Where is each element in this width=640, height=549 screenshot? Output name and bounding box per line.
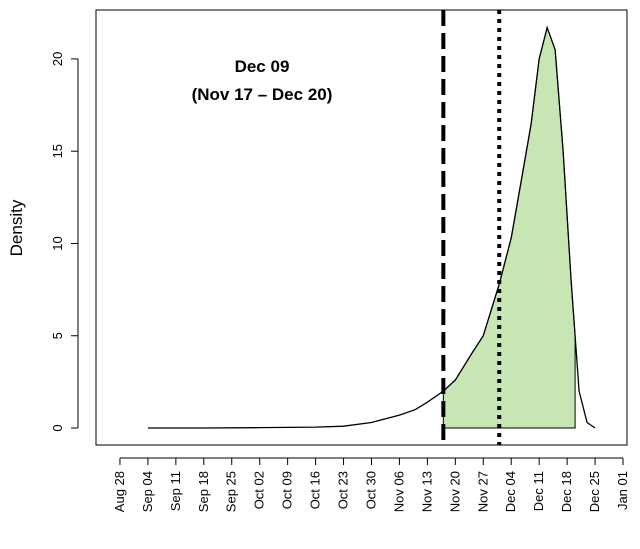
x-tick-label: Sep 18 bbox=[196, 471, 211, 512]
x-tick-label: Sep 04 bbox=[140, 471, 155, 512]
x-tick-label: Nov 06 bbox=[391, 471, 406, 512]
x-tick-label: Jan 01 bbox=[615, 471, 630, 510]
y-tick-label: 20 bbox=[50, 52, 65, 66]
x-tick-label: Oct 02 bbox=[252, 471, 267, 509]
x-tick-label: Dec 04 bbox=[503, 471, 518, 512]
y-tick-label: 15 bbox=[50, 144, 65, 158]
density-line bbox=[147, 25, 596, 429]
x-tick-label: Oct 23 bbox=[336, 471, 351, 509]
y-tick-label: 5 bbox=[50, 332, 65, 339]
x-tick-label: Dec 25 bbox=[587, 471, 602, 512]
y-axis-label: Density bbox=[7, 199, 26, 256]
x-tick-label: Aug 28 bbox=[112, 471, 127, 512]
y-tick-label: 10 bbox=[50, 236, 65, 250]
x-tick-label: Sep 11 bbox=[168, 471, 183, 511]
x-tick-label: Dec 18 bbox=[559, 471, 574, 512]
x-tick-label: Oct 30 bbox=[363, 471, 378, 509]
x-tick-label: Oct 16 bbox=[308, 471, 323, 509]
plot-frame bbox=[95, 9, 628, 446]
annotation: Dec 09 bbox=[235, 57, 290, 76]
annotation: (Nov 17 – Dec 20) bbox=[192, 85, 333, 104]
x-tick-label: Nov 13 bbox=[419, 471, 434, 512]
x-tick-label: Nov 27 bbox=[475, 471, 490, 512]
x-tick-label: Sep 25 bbox=[224, 471, 239, 512]
x-tick-label: Oct 09 bbox=[280, 471, 295, 509]
x-tick-label: Nov 20 bbox=[447, 471, 462, 512]
x-tick-label: Dec 11 bbox=[531, 471, 546, 511]
y-tick-label: 0 bbox=[50, 424, 65, 431]
